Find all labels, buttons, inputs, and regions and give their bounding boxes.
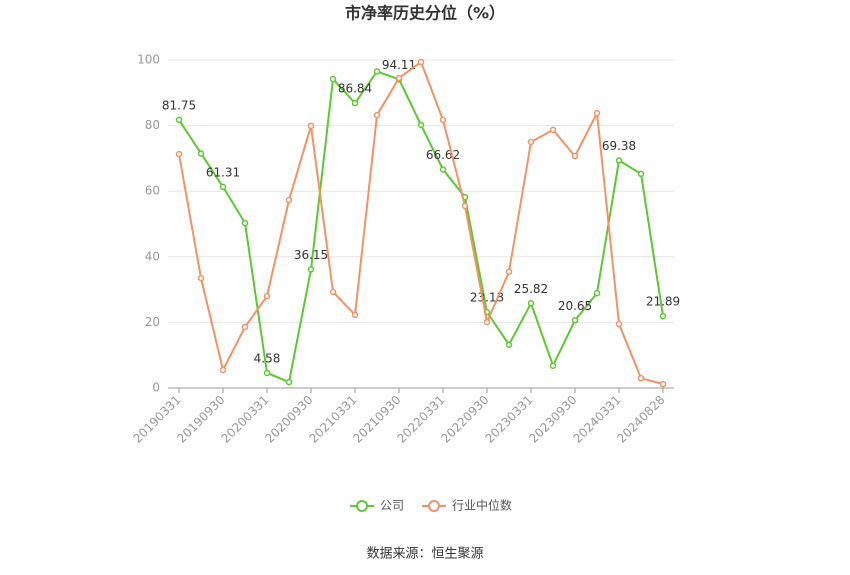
data-label: 81.75 (162, 98, 196, 112)
series-line (178, 70, 664, 384)
legend-swatch (356, 500, 368, 512)
data-label: 21.89 (646, 295, 680, 309)
data-point (439, 166, 447, 173)
legend-label: 行业中位数 (452, 498, 512, 513)
chart-title: 市净率历史分位（%） (345, 4, 505, 23)
data-point (285, 196, 293, 204)
data-point (263, 292, 271, 300)
data-point (659, 312, 667, 320)
data-point (175, 116, 183, 124)
data-point (351, 99, 359, 107)
data-point (241, 323, 249, 331)
data-point (395, 74, 403, 82)
legend-swatch (428, 500, 441, 512)
data-point (417, 121, 425, 129)
y-tick-label: 100 (137, 53, 160, 67)
y-tick-label: 20 (145, 315, 160, 329)
x-tick-label: 20240828 (615, 393, 668, 446)
y-tick-label: 60 (145, 184, 160, 198)
data-point (263, 369, 271, 377)
legend-label: 公司 (380, 499, 404, 513)
data-point (439, 116, 447, 124)
data-label: 94.11 (382, 58, 416, 72)
data-point (505, 268, 513, 276)
data-point (197, 274, 205, 282)
data-point (307, 122, 315, 130)
data-point (285, 378, 293, 386)
data-point (219, 183, 227, 191)
data-point (527, 300, 535, 307)
data-point (615, 157, 623, 164)
data-label: 69.38 (602, 139, 636, 153)
data-point (571, 317, 579, 324)
data-point (549, 126, 557, 134)
data-point (505, 341, 513, 348)
data-point (241, 219, 249, 227)
data-point (329, 75, 337, 83)
data-point (351, 311, 359, 319)
source: 数据来源：恒生聚源 (366, 547, 483, 562)
data-point (373, 68, 381, 75)
data-point (175, 150, 183, 158)
data-point (659, 380, 667, 388)
data-point (549, 362, 557, 369)
data-label: 25.82 (514, 282, 548, 296)
data-label: 20.65 (558, 299, 592, 313)
y-tick-label: 80 (145, 118, 160, 132)
data-point (637, 170, 645, 178)
data-point (219, 366, 227, 374)
data-label: 36.15 (294, 248, 328, 262)
data-point (527, 138, 535, 146)
data-point (197, 150, 205, 157)
data-point (593, 109, 601, 117)
data-label: 86.84 (338, 82, 372, 96)
data-point (329, 288, 337, 296)
data-label: 61.31 (206, 165, 240, 179)
data-label: 66.62 (426, 148, 460, 162)
data-point (417, 58, 425, 66)
data-point (483, 318, 491, 326)
y-tick-label: 0 (152, 381, 160, 395)
data-point (461, 202, 469, 210)
y-tick-label: 40 (145, 249, 160, 263)
data-point (615, 320, 623, 328)
data-label: 4.58 (254, 351, 281, 365)
data-point (637, 374, 645, 382)
data-point (571, 152, 579, 160)
data-point (593, 289, 601, 297)
data-point (373, 111, 381, 119)
data-point (307, 266, 315, 273)
series-line (178, 60, 664, 386)
